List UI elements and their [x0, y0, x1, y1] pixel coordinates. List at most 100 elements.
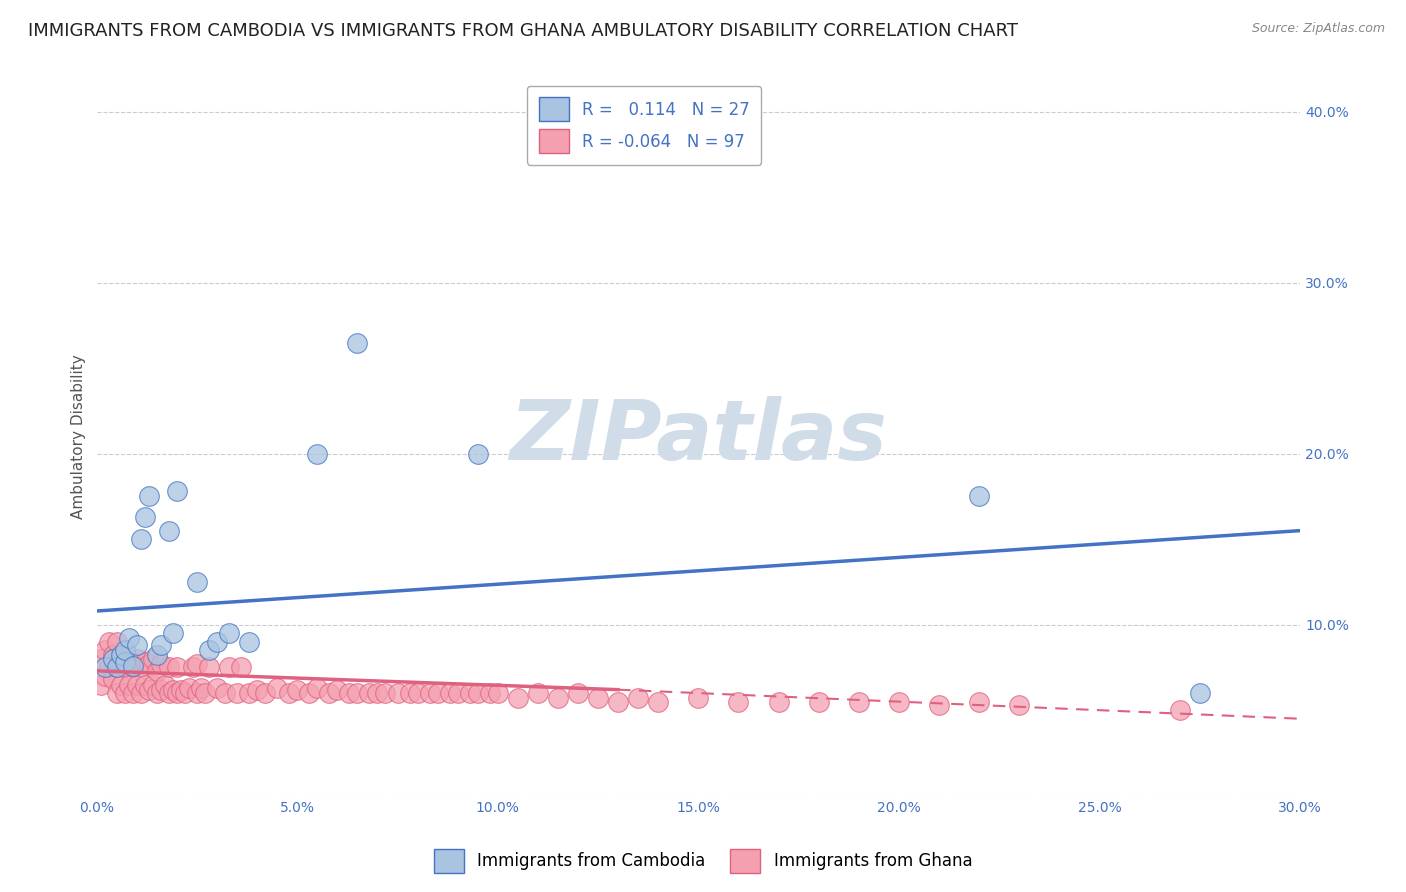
- Point: [153, 677, 176, 691]
- Point: [114, 643, 136, 657]
- Point: [118, 677, 141, 691]
- Point: [214, 686, 236, 700]
- Point: [105, 660, 128, 674]
- Point: [1168, 703, 1191, 717]
- Point: [226, 686, 249, 700]
- Point: [177, 681, 200, 695]
- Point: [129, 660, 152, 674]
- Point: [149, 638, 172, 652]
- Legend: R =   0.114   N = 27, R = -0.064   N = 97: R = 0.114 N = 27, R = -0.064 N = 97: [527, 86, 762, 165]
- Point: [134, 677, 156, 691]
- Point: [198, 643, 221, 657]
- Point: [149, 657, 172, 671]
- Point: [607, 695, 630, 709]
- Point: [110, 648, 132, 663]
- Point: [458, 686, 481, 700]
- Point: [318, 686, 340, 700]
- Point: [467, 686, 489, 700]
- Point: [101, 652, 124, 666]
- Point: [627, 691, 650, 706]
- Point: [567, 686, 589, 700]
- Point: [447, 686, 470, 700]
- Point: [205, 681, 228, 695]
- Point: [166, 484, 188, 499]
- Point: [114, 660, 136, 674]
- Point: [162, 682, 184, 697]
- Point: [1008, 698, 1031, 712]
- Point: [326, 682, 349, 697]
- Point: [967, 490, 990, 504]
- Point: [298, 686, 321, 700]
- Point: [105, 686, 128, 700]
- Point: [166, 686, 188, 700]
- Point: [174, 686, 197, 700]
- Point: [129, 532, 152, 546]
- Point: [967, 695, 990, 709]
- Point: [118, 652, 141, 666]
- Point: [387, 686, 409, 700]
- Point: [90, 677, 112, 691]
- Point: [887, 695, 910, 709]
- Point: [486, 686, 509, 700]
- Point: [146, 648, 169, 663]
- Point: [1188, 686, 1211, 700]
- Point: [586, 691, 609, 706]
- Point: [205, 634, 228, 648]
- Point: [186, 574, 208, 589]
- Point: [142, 652, 165, 666]
- Point: [97, 660, 120, 674]
- Point: [419, 686, 441, 700]
- Point: [114, 655, 136, 669]
- Y-axis label: Ambulatory Disability: Ambulatory Disability: [72, 354, 86, 519]
- Point: [229, 660, 252, 674]
- Point: [134, 510, 156, 524]
- Point: [848, 695, 870, 709]
- Text: ZIPatlas: ZIPatlas: [509, 396, 887, 477]
- Point: [97, 634, 120, 648]
- Point: [278, 686, 301, 700]
- Point: [93, 643, 115, 657]
- Point: [406, 686, 429, 700]
- Point: [138, 682, 160, 697]
- Point: [129, 686, 152, 700]
- Point: [121, 658, 143, 673]
- Point: [547, 691, 569, 706]
- Point: [346, 686, 368, 700]
- Point: [114, 686, 136, 700]
- Point: [307, 681, 329, 695]
- Point: [194, 686, 217, 700]
- Point: [157, 686, 180, 700]
- Point: [142, 677, 165, 691]
- Point: [506, 691, 529, 706]
- Point: [118, 632, 141, 646]
- Point: [125, 652, 148, 666]
- Point: [307, 447, 329, 461]
- Point: [90, 652, 112, 666]
- Point: [928, 698, 950, 712]
- Point: [238, 634, 260, 648]
- Point: [254, 686, 277, 700]
- Point: [398, 686, 420, 700]
- Point: [218, 626, 240, 640]
- Point: [121, 660, 143, 674]
- Point: [426, 686, 449, 700]
- Point: [366, 686, 388, 700]
- Point: [238, 686, 260, 700]
- Point: [125, 638, 148, 652]
- Point: [266, 681, 288, 695]
- Point: [170, 682, 193, 697]
- Point: [478, 686, 501, 700]
- Text: Source: ZipAtlas.com: Source: ZipAtlas.com: [1251, 22, 1385, 36]
- Point: [439, 686, 461, 700]
- Point: [467, 447, 489, 461]
- Point: [768, 695, 790, 709]
- Point: [157, 660, 180, 674]
- Point: [527, 686, 550, 700]
- Point: [807, 695, 830, 709]
- Point: [181, 660, 204, 674]
- Text: IMMIGRANTS FROM CAMBODIA VS IMMIGRANTS FROM GHANA AMBULATORY DISABILITY CORRELAT: IMMIGRANTS FROM CAMBODIA VS IMMIGRANTS F…: [28, 22, 1018, 40]
- Point: [166, 660, 188, 674]
- Point: [125, 677, 148, 691]
- Point: [105, 660, 128, 674]
- Point: [110, 677, 132, 691]
